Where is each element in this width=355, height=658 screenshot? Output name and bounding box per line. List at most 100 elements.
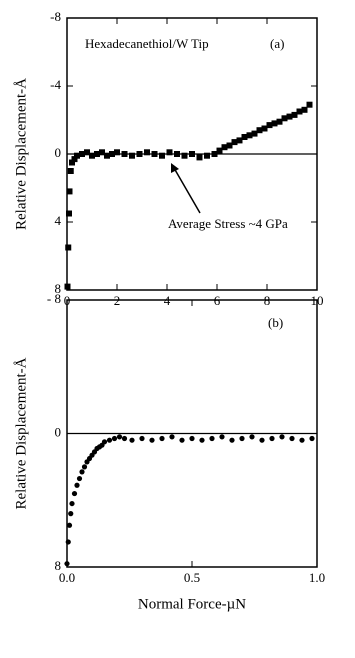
arrow-head bbox=[171, 163, 179, 173]
point bbox=[291, 111, 298, 118]
annotation: (a) bbox=[270, 36, 284, 51]
point bbox=[99, 149, 105, 156]
point bbox=[71, 156, 78, 163]
point bbox=[74, 152, 80, 159]
point bbox=[129, 437, 135, 443]
y-tick-label: -4 bbox=[50, 77, 61, 92]
point bbox=[169, 434, 175, 440]
point bbox=[76, 475, 83, 482]
y-tick-label: 0 bbox=[55, 145, 62, 160]
y-tick-label: 4 bbox=[55, 213, 62, 228]
point bbox=[239, 435, 245, 442]
point bbox=[221, 144, 228, 151]
y-axis-label: Relative Displacement-Å bbox=[13, 78, 29, 230]
point bbox=[111, 435, 118, 442]
point bbox=[116, 434, 123, 440]
point bbox=[79, 469, 85, 475]
y-tick-label: 8 bbox=[55, 281, 62, 296]
point bbox=[129, 152, 135, 159]
point bbox=[144, 149, 150, 156]
point bbox=[181, 152, 188, 159]
point bbox=[286, 113, 293, 120]
point bbox=[296, 108, 303, 115]
point bbox=[276, 118, 283, 125]
point bbox=[189, 151, 195, 157]
y-tick-label: 8 bbox=[55, 558, 62, 573]
point bbox=[149, 437, 155, 443]
point bbox=[259, 437, 265, 443]
point bbox=[281, 115, 288, 122]
point bbox=[104, 152, 110, 159]
x-axis-label: Normal Force-µN bbox=[138, 596, 246, 612]
point bbox=[114, 149, 120, 156]
y-tick-label: 0 bbox=[55, 424, 62, 439]
point bbox=[79, 151, 85, 157]
point bbox=[231, 139, 238, 146]
point bbox=[66, 210, 72, 217]
point bbox=[151, 151, 158, 157]
point bbox=[66, 188, 73, 195]
point bbox=[236, 137, 243, 144]
point bbox=[261, 125, 268, 132]
point bbox=[189, 435, 195, 442]
point bbox=[81, 464, 88, 470]
point bbox=[271, 120, 278, 127]
point bbox=[136, 151, 143, 157]
point bbox=[229, 437, 235, 443]
point bbox=[199, 437, 205, 443]
point bbox=[159, 435, 165, 442]
point bbox=[204, 152, 210, 159]
point bbox=[69, 500, 75, 507]
point bbox=[216, 147, 223, 154]
point bbox=[109, 151, 115, 157]
point bbox=[139, 435, 145, 442]
point bbox=[309, 435, 315, 442]
point bbox=[106, 437, 113, 443]
point bbox=[209, 435, 215, 442]
x-tick-label: 1.0 bbox=[309, 570, 325, 585]
x-tick-label: 0.0 bbox=[59, 570, 75, 585]
point bbox=[179, 437, 185, 443]
y-tick-label: -8 bbox=[50, 9, 61, 24]
point bbox=[256, 127, 263, 134]
point bbox=[74, 482, 80, 488]
point bbox=[269, 435, 275, 442]
annotation: Average Stress ~4 GPa bbox=[168, 216, 288, 231]
point bbox=[84, 149, 90, 156]
point bbox=[211, 151, 218, 157]
x-tick-label: 0.5 bbox=[184, 570, 200, 585]
point bbox=[279, 434, 285, 440]
point bbox=[121, 435, 128, 442]
point bbox=[101, 439, 108, 445]
annotation: (b) bbox=[268, 315, 283, 330]
annotation: Hexadecanethiol/W Tip bbox=[85, 36, 209, 51]
point bbox=[306, 101, 313, 108]
point bbox=[246, 132, 253, 139]
point bbox=[301, 106, 308, 113]
point bbox=[65, 539, 71, 545]
point bbox=[219, 434, 225, 440]
annotation-arrow bbox=[173, 167, 201, 214]
point bbox=[65, 244, 72, 251]
point bbox=[249, 434, 255, 440]
point bbox=[69, 159, 75, 166]
point bbox=[89, 152, 95, 159]
point bbox=[66, 522, 73, 528]
point bbox=[241, 134, 248, 140]
point bbox=[266, 122, 273, 129]
point bbox=[68, 510, 74, 517]
y-tick-label: - 8 bbox=[47, 291, 61, 306]
point bbox=[64, 283, 71, 290]
point bbox=[166, 149, 173, 156]
point bbox=[196, 154, 203, 161]
point bbox=[299, 437, 305, 443]
point bbox=[94, 151, 100, 157]
point bbox=[64, 561, 70, 567]
point bbox=[174, 151, 180, 157]
point bbox=[71, 490, 78, 497]
point bbox=[67, 168, 74, 174]
point bbox=[289, 435, 295, 442]
point bbox=[159, 152, 165, 159]
point bbox=[251, 130, 258, 137]
